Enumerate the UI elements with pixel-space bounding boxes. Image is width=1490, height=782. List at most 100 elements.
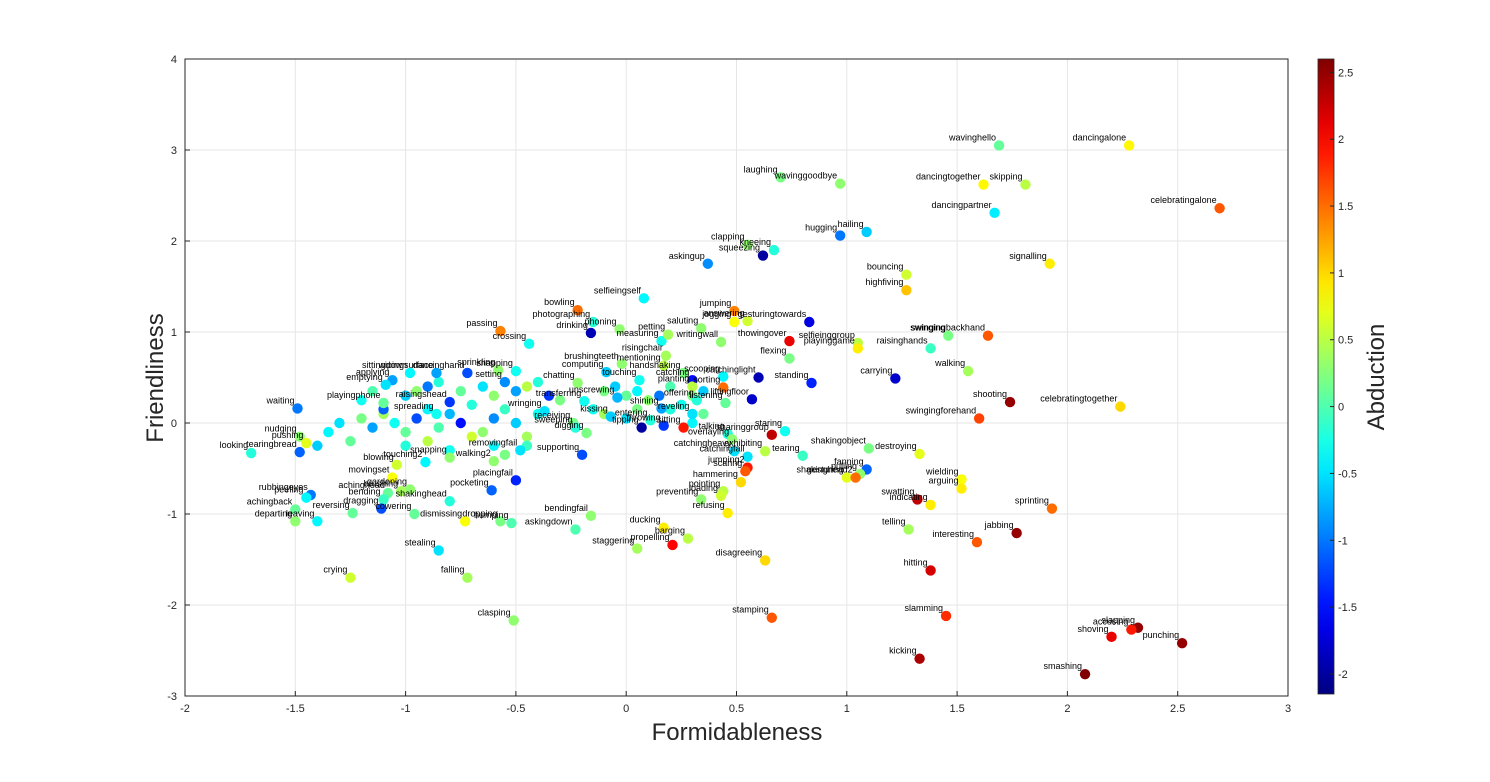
data-point <box>572 377 583 389</box>
data-point <box>495 325 506 337</box>
point-label: leaving <box>286 508 315 518</box>
data-point <box>687 381 698 392</box>
data-point <box>585 510 597 522</box>
point-label: clasping <box>478 607 511 617</box>
cluster-point <box>654 390 665 401</box>
data-point <box>632 543 643 554</box>
data-point <box>1020 179 1031 190</box>
data-point <box>662 329 674 340</box>
point-label: sittingdown <box>362 360 407 370</box>
cluster-point <box>488 440 500 451</box>
point-label: sweeping <box>534 415 572 425</box>
data-point <box>572 304 583 316</box>
data-point <box>740 466 751 477</box>
point-label: peeling <box>274 485 303 495</box>
data-point <box>925 499 936 511</box>
data-point <box>660 350 672 361</box>
point-label: indicating <box>890 492 928 502</box>
data-point <box>852 343 864 354</box>
data-point <box>973 413 985 424</box>
cluster-point <box>466 399 477 410</box>
x-tick-label: 2 <box>1064 703 1070 715</box>
data-point <box>901 269 912 280</box>
point-label: jumping2 <box>707 455 745 465</box>
x-axis-ticks: -2 -1.5 -1 -0.5 0 0.5 1 1.5 2 2.5 3 <box>180 691 1291 715</box>
data-point <box>753 372 764 383</box>
data-point <box>806 377 817 389</box>
point-label: cowering <box>375 501 411 511</box>
point-label: saluting <box>667 315 698 325</box>
point-label: tearing <box>772 443 800 453</box>
data-point <box>391 459 402 471</box>
point-label: hailing <box>838 219 864 229</box>
point-label: smashing <box>1044 661 1083 671</box>
point-label: selfieingself <box>594 285 642 295</box>
cluster-point <box>400 440 411 451</box>
data-point <box>510 365 522 377</box>
point-label: looking <box>220 440 249 450</box>
data-point <box>667 539 678 551</box>
point-label: shoving <box>1077 624 1108 634</box>
cluster-point <box>422 381 433 392</box>
cluster-point <box>643 395 654 406</box>
point-label: touching <box>602 367 636 377</box>
data-point <box>993 140 1005 151</box>
cluster-point <box>521 431 533 442</box>
data-point <box>462 367 473 379</box>
data-point <box>775 172 786 183</box>
point-label: scooping <box>684 364 720 374</box>
x-tick-label: 2.5 <box>1170 703 1185 715</box>
cluster-point <box>389 417 400 429</box>
data-point <box>715 490 727 501</box>
point-label: disagreeing <box>716 547 763 557</box>
data-point <box>841 472 852 483</box>
data-point <box>581 427 592 439</box>
data-point <box>431 367 442 379</box>
data-point <box>797 450 808 461</box>
cluster-point <box>433 422 444 433</box>
cluster-point <box>609 381 621 392</box>
cluster-point <box>687 417 698 429</box>
point-label: snapping <box>410 445 447 455</box>
data-point <box>861 226 872 238</box>
point-label: dancingalone <box>1073 132 1127 142</box>
point-label: exhibiting <box>724 438 762 448</box>
cluster-point <box>323 426 334 438</box>
point-label: carrying <box>860 365 892 375</box>
point-label: humping <box>474 510 509 520</box>
x-tick-label: -1 <box>401 703 411 715</box>
point-label: digging <box>554 420 583 430</box>
point-label: pulling <box>831 461 857 471</box>
point-label: reversing <box>313 500 350 510</box>
data-point <box>508 615 519 626</box>
point-label: playingphone <box>327 390 381 400</box>
point-label: catching <box>656 367 690 377</box>
data-point <box>612 392 623 403</box>
data-point <box>420 456 431 468</box>
data-point <box>768 244 780 256</box>
data-point <box>1176 638 1188 649</box>
cluster-point <box>587 404 599 415</box>
y-tick-label: -1 <box>167 509 177 521</box>
point-label: skipping <box>989 172 1022 182</box>
data-point <box>678 367 689 379</box>
data-point <box>729 316 740 328</box>
data-point <box>378 494 389 505</box>
point-label: reveling <box>658 401 690 411</box>
point-label: catchinglight <box>706 365 757 375</box>
data-point <box>444 452 455 463</box>
cluster-point <box>334 417 345 429</box>
point-label: removingfail <box>469 437 518 447</box>
colorbar-tick-label: -0.5 <box>1338 468 1357 480</box>
data-point <box>656 335 667 347</box>
data-point <box>696 323 707 334</box>
y-tick-label: 4 <box>171 54 177 66</box>
point-label: spreading <box>394 401 434 411</box>
data-point <box>347 507 358 519</box>
cluster-point <box>411 413 422 424</box>
colorbar-tick-label: -1 <box>1338 535 1348 547</box>
x-tick-label: -2 <box>180 703 190 715</box>
cluster-point <box>499 404 511 415</box>
y-axis-ticks: -3 -2 -1 0 1 2 3 4 <box>167 54 190 703</box>
colorbar-tick-label: -2 <box>1338 669 1348 681</box>
